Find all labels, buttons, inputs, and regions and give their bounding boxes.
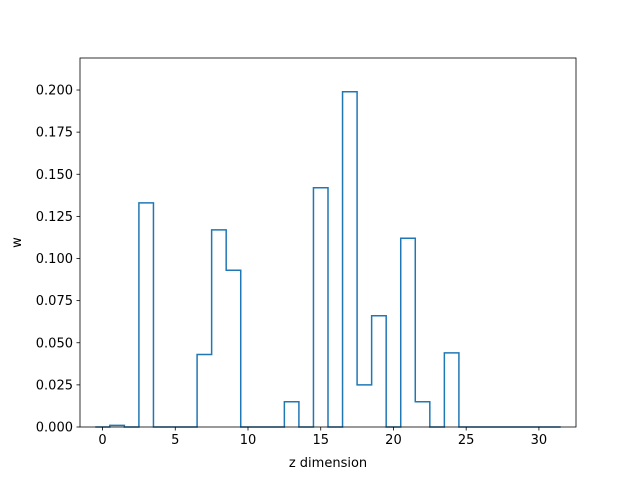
x-axis-label: z dimension: [289, 456, 367, 471]
y-tick-label: 0.150: [36, 168, 73, 183]
bin-bar: [415, 402, 430, 427]
x-tick-label: 20: [385, 433, 402, 448]
y-tick-label: 0.000: [36, 421, 73, 436]
x-tick-label: 15: [312, 433, 329, 448]
x-tick-label: 10: [240, 433, 257, 448]
bin-bar: [401, 238, 416, 427]
bin-bar: [372, 316, 387, 427]
x-tick-label: 5: [171, 433, 179, 448]
axes-layer: 0 5 10 15 20 25 30 0.000 0.025 0.050 0.075 0.100 0.1…: [36, 57, 577, 448]
x-tick-label: 30: [531, 433, 548, 448]
axes-frame: [79, 57, 577, 428]
x-tick-label: 0: [98, 433, 106, 448]
bin-bar: [284, 402, 299, 427]
bin-bar: [313, 188, 328, 427]
bin-bar: [357, 385, 372, 427]
y-tick-label: 0.075: [36, 294, 73, 309]
y-tick-label: 0.100: [36, 252, 73, 267]
bin-bar: [212, 230, 227, 427]
y-tick-label: 0.175: [36, 126, 73, 141]
y-tick-label: 0.025: [36, 378, 73, 393]
y-axis-label: w: [10, 237, 25, 248]
bin-bar: [444, 353, 459, 427]
bin-bar: [197, 355, 212, 427]
bin-bar: [139, 203, 154, 427]
y-tick-label: 0.125: [36, 210, 73, 225]
bin-bar: [343, 92, 358, 427]
y-tick-label: 0.200: [36, 84, 73, 99]
y-tick-label: 0.050: [36, 336, 73, 351]
x-tick-label: 25: [458, 433, 475, 448]
bin-bar: [226, 270, 241, 427]
